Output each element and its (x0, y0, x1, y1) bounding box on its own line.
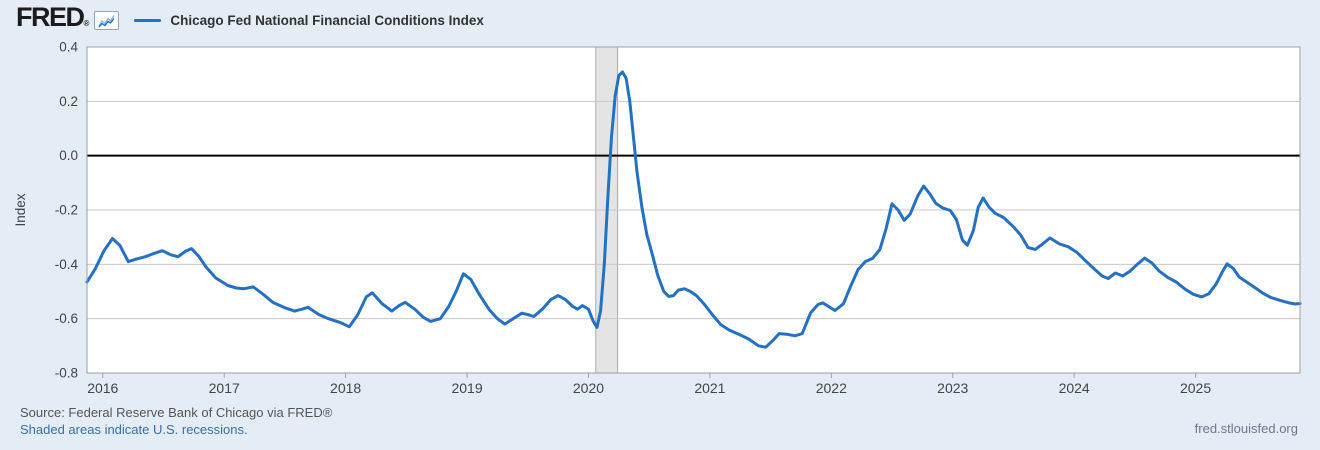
x-tick-label: 2022 (816, 380, 847, 396)
y-tick-label: -0.6 (55, 311, 78, 326)
fred-site-link[interactable]: fred.stlouisfed.org (1194, 421, 1298, 436)
registered-mark-icon: ® (83, 18, 90, 28)
legend-series-label: Chicago Fed National Financial Condition… (170, 12, 484, 28)
legend-line-swatch (134, 18, 162, 22)
y-axis-title: Index (13, 193, 28, 226)
chart-header: FRED® Chicago Fed National Financial Con… (16, 3, 484, 38)
y-tick-label: 0.0 (59, 148, 78, 163)
series-line[interactable] (85, 70, 1302, 349)
chart-plot-area[interactable]: 0.4 0.2 0.0 -0.2 -0.4 -0.6 -0.8 2016 2017 2018 201… (0, 38, 1320, 400)
x-tick-label: 2020 (573, 380, 604, 396)
y-tick-label: 0.4 (59, 40, 78, 55)
y-tick-label: 0.2 (59, 94, 78, 109)
x-tick-label: 2019 (451, 380, 482, 396)
fred-logo[interactable]: FRED® (16, 3, 89, 38)
y-tick-label: -0.2 (55, 203, 78, 218)
recession-note-link[interactable]: Shaded areas indicate U.S. recessions. (20, 422, 248, 437)
x-tick-label: 2023 (937, 380, 968, 396)
fred-logo-text: FRED (16, 1, 85, 32)
x-tick-label: 2021 (694, 380, 725, 396)
sparkline-chart-icon (94, 10, 120, 30)
y-tick-label: -0.8 (55, 366, 78, 381)
x-tick-label: 2024 (1059, 380, 1090, 396)
chart-footer: Source: Federal Reserve Bank of Chicago … (20, 404, 332, 438)
plot-border (86, 46, 1301, 374)
y-tick-label: -0.4 (55, 257, 79, 272)
x-tick-label: 2016 (87, 380, 118, 396)
x-tick-label: 2017 (209, 380, 240, 396)
x-tick-label: 2025 (1180, 380, 1211, 396)
x-tick-label: 2018 (330, 380, 361, 396)
source-note: Source: Federal Reserve Bank of Chicago … (20, 405, 333, 420)
